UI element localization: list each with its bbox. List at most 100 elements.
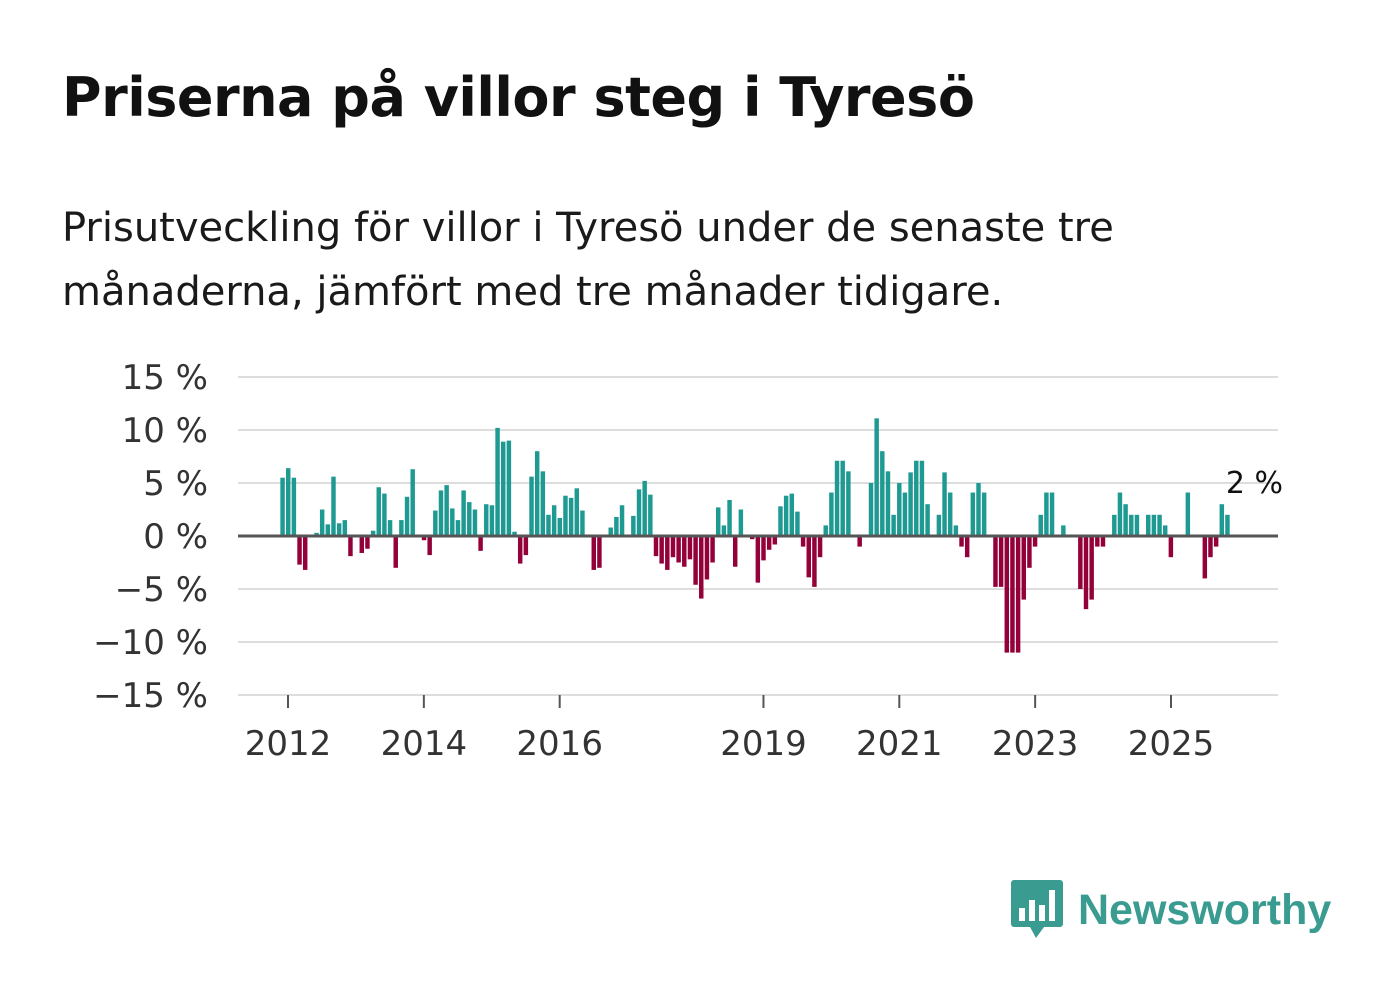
bar-positive <box>546 514 551 536</box>
bar-positive <box>1129 514 1134 536</box>
bar-positive <box>1185 492 1191 536</box>
bar-negative <box>1168 536 1174 558</box>
bar-negative <box>749 536 755 540</box>
bar-positive <box>319 509 325 536</box>
brand-name: Newsworthy <box>1078 885 1332 934</box>
bar-positive <box>433 510 438 536</box>
bar-positive <box>472 509 478 536</box>
bar-negative <box>800 536 806 547</box>
bar-positive <box>501 441 506 536</box>
bar-negative <box>1078 536 1083 589</box>
bar-positive <box>280 477 285 536</box>
bar-negative <box>1015 536 1021 653</box>
bar-positive <box>783 495 789 536</box>
bar-positive <box>399 520 404 536</box>
x-tick-label: 2021 <box>856 724 943 764</box>
bar-positive <box>778 506 783 536</box>
bar-positive <box>981 492 987 536</box>
bar-positive <box>953 525 959 536</box>
axes <box>238 534 1278 708</box>
bar-positive <box>1134 514 1140 536</box>
bar-positive <box>721 525 727 536</box>
bar-negative <box>766 536 772 550</box>
bar-negative <box>665 536 670 570</box>
bar-positive <box>970 492 976 536</box>
bar-positive <box>495 427 500 536</box>
bar-positive <box>574 488 580 536</box>
bar-negative <box>523 536 529 556</box>
bar-negative <box>427 536 432 556</box>
bar-positive <box>614 516 619 536</box>
bar-negative <box>348 536 353 557</box>
bar-negative <box>1202 536 1208 579</box>
bar-negative <box>1095 536 1100 547</box>
bar-positive <box>489 505 495 536</box>
bar-positive <box>529 476 534 536</box>
y-tick-label: 0 % <box>143 517 208 557</box>
bar-positive <box>370 530 376 536</box>
bar-positive <box>795 511 800 536</box>
bar-negative <box>1032 536 1038 547</box>
bar-positive <box>331 476 336 536</box>
bar-negative <box>761 536 766 561</box>
bar-positive <box>1162 525 1168 536</box>
bar-positive <box>738 509 744 536</box>
bar-negative <box>959 536 964 547</box>
bar-negative <box>704 536 710 580</box>
bar-positive <box>410 469 415 536</box>
bar-positive <box>568 497 574 536</box>
bar-negative <box>699 536 704 599</box>
bar-positive <box>897 483 902 536</box>
chart-title: Priserna på villor steg i Tyresö <box>62 66 975 129</box>
bar-negative <box>1010 536 1015 653</box>
bar-positive <box>1151 514 1157 536</box>
bar-positive <box>642 480 647 536</box>
bar-negative <box>710 536 715 563</box>
bar-positive <box>534 451 540 536</box>
y-tick-label: −10 % <box>93 623 208 663</box>
bar-positive <box>1038 514 1043 536</box>
y-tick-label: 5 % <box>143 464 208 504</box>
bar-positive <box>902 492 908 536</box>
bar-negative <box>393 536 398 568</box>
bar-chart-speech-bubble-icon <box>1011 880 1063 938</box>
bar-positive <box>506 440 512 536</box>
x-tick-label: 2016 <box>516 724 603 764</box>
bar-positive <box>286 468 291 536</box>
bar-negative <box>817 536 823 558</box>
bar-positive <box>382 493 387 536</box>
bar-positive <box>846 471 851 536</box>
bar-negative <box>755 536 761 583</box>
bar-negative <box>653 536 659 557</box>
bar-positive <box>1049 492 1055 536</box>
bar-positive <box>551 505 557 536</box>
bar-positive <box>874 418 879 536</box>
x-tick-label: 2019 <box>720 724 807 764</box>
bar-positive <box>1044 492 1049 536</box>
bar-positive <box>716 507 721 536</box>
bar-positive <box>1146 514 1151 536</box>
bar-negative <box>1021 536 1026 600</box>
bar-positive <box>631 515 636 536</box>
bar-positive <box>891 514 896 536</box>
bar-negative <box>676 536 681 563</box>
newsworthy-logo: Newsworthy <box>1010 878 1331 942</box>
bar-negative <box>1083 536 1089 610</box>
bar-negative <box>1004 536 1010 653</box>
bar-negative <box>693 536 698 585</box>
bar-positive <box>467 502 472 536</box>
bar-negative <box>302 536 308 570</box>
bars <box>280 418 1230 653</box>
bar-negative <box>772 536 778 545</box>
bar-positive <box>885 471 891 536</box>
bar-positive <box>557 517 563 536</box>
bar-positive <box>484 504 489 536</box>
bar-positive <box>976 483 981 536</box>
bar-negative <box>732 536 738 567</box>
bar-positive <box>936 514 942 536</box>
bar-positive <box>512 531 517 536</box>
bar-negative <box>591 536 596 570</box>
x-tick-label: 2025 <box>1128 724 1215 764</box>
bar-positive <box>342 520 348 536</box>
